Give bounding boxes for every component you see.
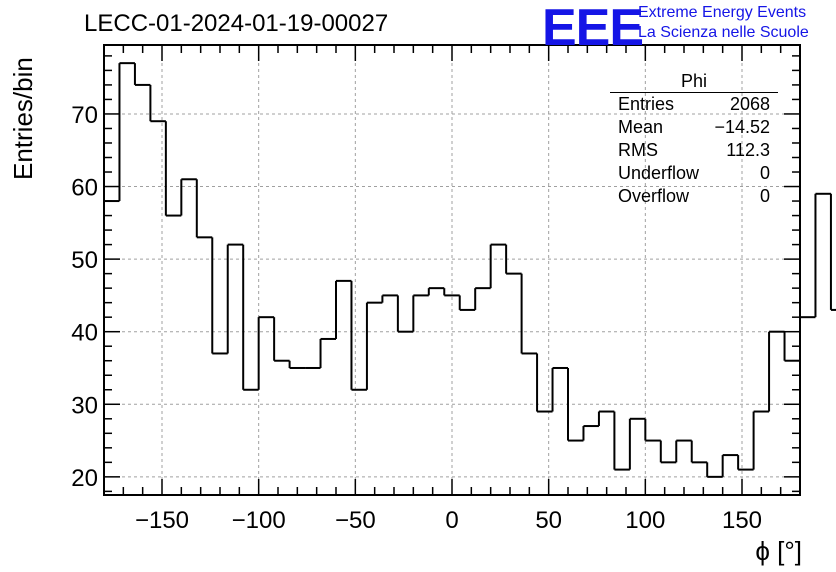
x-tick-label: 50 xyxy=(535,507,562,534)
stats-value: 0 xyxy=(759,186,770,206)
x-tick-label: 0 xyxy=(445,507,458,534)
x-tick-label: 150 xyxy=(722,507,762,534)
y-tick-label: 60 xyxy=(71,175,98,202)
stats-label: Overflow xyxy=(618,186,690,206)
grid-lines xyxy=(104,45,800,495)
stats-value: 2068 xyxy=(729,94,770,114)
stats-value: 112.3 xyxy=(726,140,770,160)
y-tick-label: 70 xyxy=(71,102,98,129)
x-axis-label: ϕ [°] xyxy=(755,536,802,566)
y-tick-label: 30 xyxy=(71,392,98,419)
stats-label: Underflow xyxy=(618,163,700,183)
y-tick-label: 20 xyxy=(71,465,98,492)
y-axis-label: Entries/bin xyxy=(8,57,38,180)
stats-row: Overflow 0 xyxy=(610,185,778,208)
eee-logo: EEE xyxy=(542,0,644,57)
stats-label: Entries xyxy=(618,94,675,114)
x-tick-label: −100 xyxy=(232,507,286,534)
x-tick-label: −150 xyxy=(135,507,189,534)
stats-label: RMS xyxy=(618,140,658,160)
x-tick-label: 100 xyxy=(625,507,665,534)
stats-value: −14.52 xyxy=(714,117,770,137)
stats-row: Mean −14.52 xyxy=(610,116,778,139)
y-axis: 20 30 40 50 60 70 xyxy=(71,55,800,493)
stats-row: Entries 2068 xyxy=(610,93,778,116)
stats-row: RMS 112.3 xyxy=(610,139,778,162)
logo-subtitle-2: La Scienza nelle Scuole xyxy=(638,24,809,41)
chart-title: LECC-01-2024-01-19-00027 xyxy=(84,10,389,37)
stats-row: Underflow 0 xyxy=(610,162,778,185)
stats-box: Phi Entries 2068 Mean −14.52 RMS 112.3 Unde… xyxy=(610,70,778,208)
logo-subtitle-1: Extreme Energy Events xyxy=(638,4,807,21)
x-tick-label: −50 xyxy=(335,507,376,534)
stats-title: Phi xyxy=(610,70,778,93)
stats-label: Mean xyxy=(618,117,664,137)
y-tick-label: 50 xyxy=(71,247,98,274)
x-axis: −150 −100 −50 0 50 100 150 xyxy=(103,45,801,534)
stats-value: 0 xyxy=(759,163,770,183)
y-tick-label: 40 xyxy=(71,320,98,347)
